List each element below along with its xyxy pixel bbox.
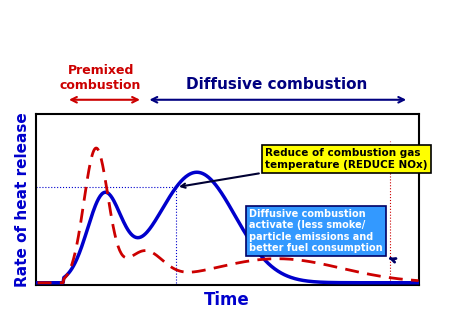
Text: Reduce of combustion gas
temperature (REDUCE NOx): Reduce of combustion gas temperature (RE… (181, 148, 428, 188)
Text: Premixed
combustion: Premixed combustion (60, 64, 142, 92)
Text: Diffusive combustion
activate (less smoke/
particle emissions and
better fuel co: Diffusive combustion activate (less smok… (249, 209, 396, 262)
Y-axis label: Rate of heat release: Rate of heat release (15, 112, 30, 287)
X-axis label: Time: Time (204, 291, 250, 309)
Text: Diffusive combustion: Diffusive combustion (186, 77, 368, 92)
